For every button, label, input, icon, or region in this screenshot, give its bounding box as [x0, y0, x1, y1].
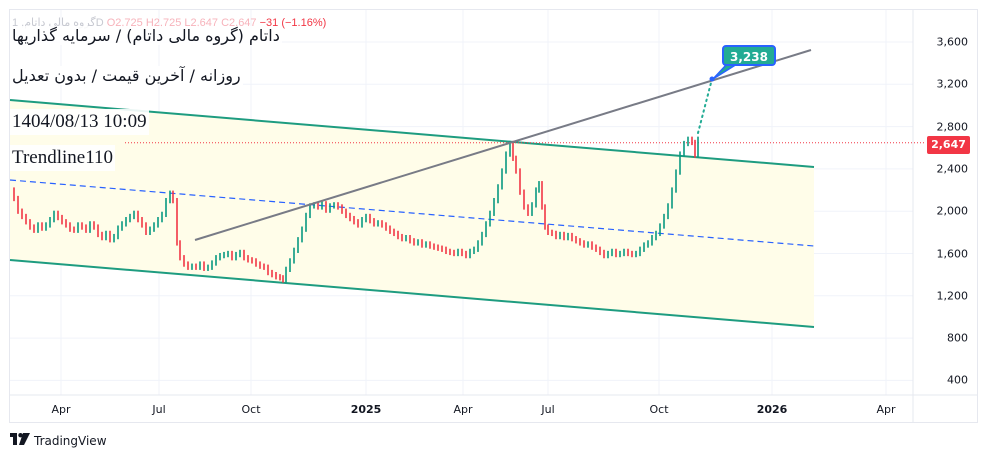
trendline-annotation[interactable]: Trendline110 — [10, 145, 115, 171]
price-axis-label: 3,600 — [936, 35, 969, 49]
price-axis-label: 400 — [947, 373, 968, 387]
price-axis-label: 800 — [947, 331, 968, 345]
time-axis-label: 2025 — [350, 403, 382, 416]
projection-dotted-line[interactable] — [697, 78, 713, 134]
price-axis-label: 1,600 — [936, 247, 969, 260]
time-axis-label: Oct — [241, 403, 261, 416]
channel-lower-line[interactable] — [9, 259, 815, 328]
brand-name: TradingView — [34, 434, 107, 448]
time-axis-label: Jul — [152, 403, 166, 416]
time-axis-label: Jul — [541, 403, 555, 416]
tradingview-logo-icon — [10, 433, 30, 449]
time-axis-label: Apr — [876, 403, 896, 416]
time-axis-label: Oct — [649, 403, 669, 416]
datetime-annotation[interactable]: 1404/08/13 10:09 — [10, 109, 149, 135]
time-axis-label: Apr — [453, 403, 473, 416]
tradingview-brand[interactable]: TradingView — [10, 433, 107, 449]
price-axis-label: 1,200 — [936, 289, 969, 303]
last-price-tag: 2,647 — [927, 136, 970, 154]
time-axis-label: 2026 — [756, 403, 788, 416]
subtitle-annotation[interactable]: روزانه / آخرین قیمت / بدون تعدیل — [10, 66, 243, 85]
channel-midline[interactable] — [9, 179, 815, 247]
time-axis-label: Apr — [51, 403, 71, 416]
trendline[interactable] — [194, 49, 812, 241]
price-axis-label: 3,200 — [936, 77, 969, 91]
price-axis-label: 2,800 — [936, 120, 969, 134]
title-annotation[interactable]: داتام (گروه مالی داتام) / سرمایه گذاریها — [10, 26, 282, 45]
price-axis-label: 2,000 — [936, 204, 969, 218]
price-axis-label: 2,400 — [936, 162, 969, 176]
ohlc-bars — [13, 136, 699, 283]
target-price-callout[interactable]: 3,238 — [722, 45, 776, 66]
